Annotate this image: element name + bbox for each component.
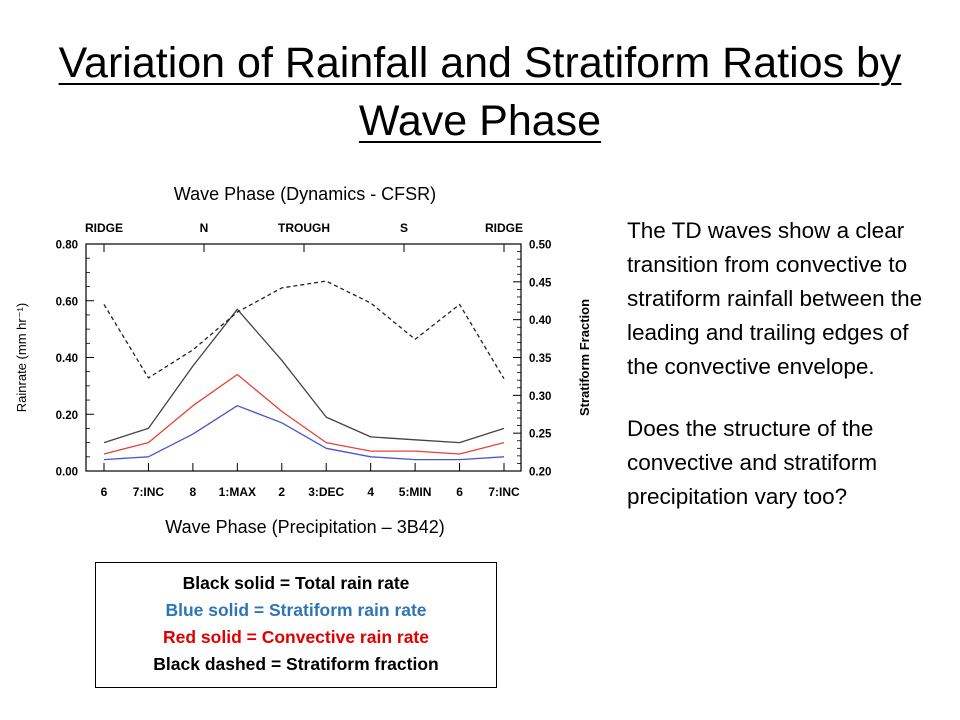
x-tick-label: 2 (278, 485, 285, 499)
series-convective-rain-rate (103, 373, 505, 455)
x-tick-label: 4 (367, 485, 374, 499)
series-total-rain-rate (103, 308, 505, 444)
y2-tick-label: 0.40 (529, 315, 551, 327)
plot-frame (85, 243, 522, 472)
legend-item-total: Black solid = Total rain rate (182, 573, 410, 593)
legend-item-fraction: Black dashed = Stratiform fraction (153, 654, 439, 674)
y2-tick-label: 0.30 (529, 391, 551, 403)
legend-item-stratiform: Blue solid = Stratiform rain rate (165, 600, 427, 620)
y2-tick-label: 0.20 (529, 467, 551, 479)
top-tick-label: S (400, 221, 408, 235)
x-tick-label: 7:INC (488, 485, 520, 499)
y2-tick-label: 0.25 (529, 429, 552, 441)
bottom-axis-title: Wave Phase (Precipitation – 3B42) (165, 517, 445, 537)
paragraph-transition: The TD waves show a clear transition fro… (627, 218, 923, 379)
top-tick-label: RIDGE (85, 221, 123, 235)
y-tick-label: 0.60 (56, 296, 78, 308)
y-axis-title: Rainrate (mm hr⁻¹) (14, 303, 29, 412)
x-tick-label: 5:MIN (399, 485, 432, 499)
legend-item-convective: Red solid = Convective rain rate (163, 627, 429, 647)
x-tick-label: 3:DEC (308, 485, 344, 499)
y2-tick-label: 0.45 (529, 277, 552, 289)
x-tick-label: 8 (190, 485, 197, 499)
slide-title: Variation of Rainfall and Stratiform Rat… (58, 39, 902, 145)
legend-box: Black solid = Total rain rate Blue solid… (95, 562, 497, 688)
top-tick-label: RIDGE (485, 221, 523, 235)
x-tick-label: 7:INC (133, 485, 165, 499)
series-stratiform-rain-rate (103, 405, 505, 461)
y-tick-label: 0.80 (56, 240, 78, 252)
x-tick-label: 6 (456, 485, 463, 499)
y-tick-label: 0.40 (56, 353, 78, 365)
y2-tick-label: 0.50 (529, 240, 551, 252)
series-stratiform-fraction (103, 280, 505, 380)
y-tick-label: 0.00 (56, 467, 78, 479)
top-axis-title: Wave Phase (Dynamics - CFSR) (173, 184, 437, 204)
x-tick-label: 1:MAX (219, 485, 256, 499)
paragraph-question: Does the structure of the convective and… (627, 416, 878, 509)
y-tick-label: 0.20 (56, 410, 78, 422)
x-tick-label: 6 (101, 485, 108, 499)
body-text: The TD waves show a clear transition fro… (627, 214, 927, 542)
y2-tick-label: 0.35 (529, 353, 552, 365)
top-tick-label: TROUGH (278, 221, 330, 235)
rainfall-chart: 0.00 0.20 0.40 0.60 0.80 0.20 0.25 0.30 0.35 0.40… (14, 221, 592, 499)
top-tick-label: N (200, 221, 209, 235)
y2-axis-title: Stratiform Fraction (577, 299, 592, 416)
